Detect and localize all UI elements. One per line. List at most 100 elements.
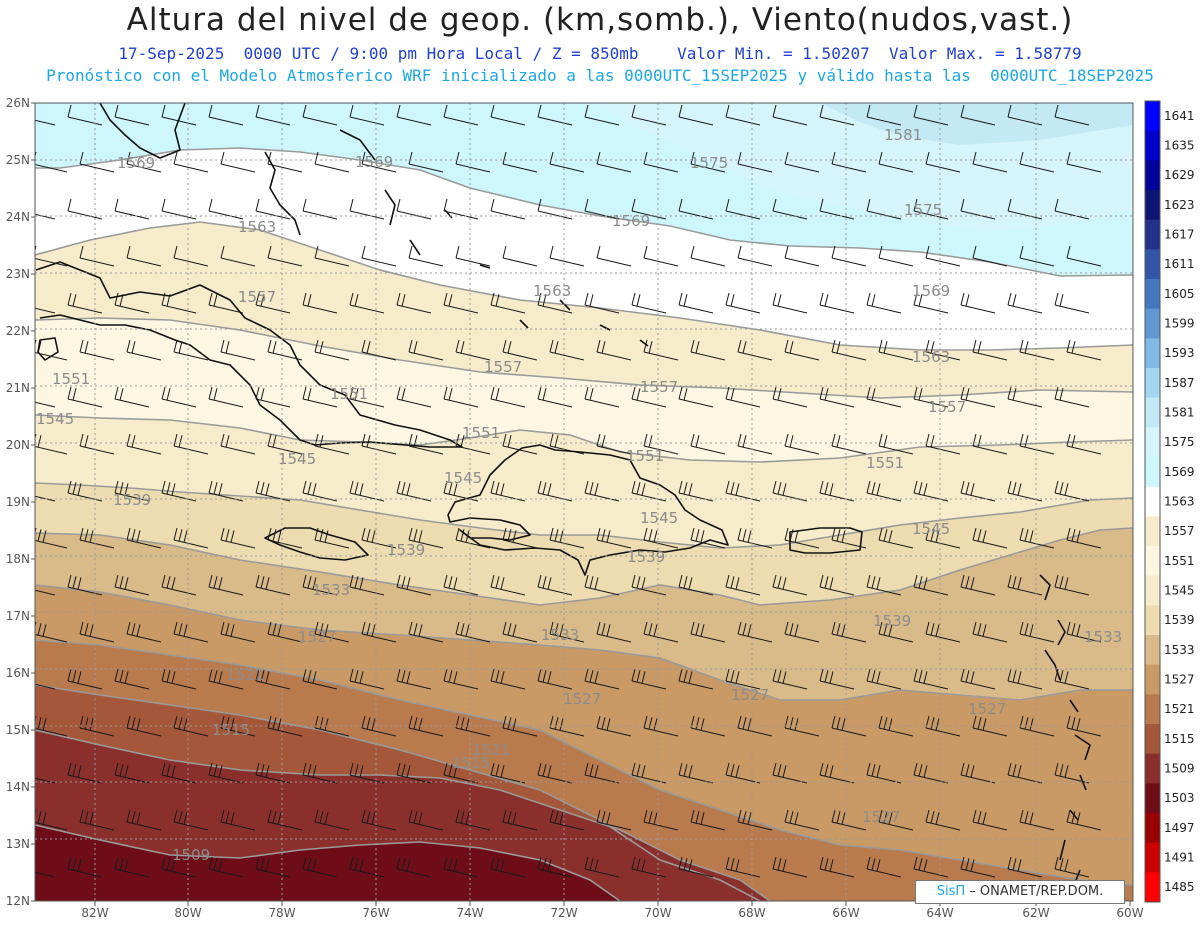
coastlines [35,103,1091,881]
wind-barb [690,433,726,455]
wind-barb [831,527,867,549]
wind-barb [255,574,291,596]
wind-barb [643,809,679,831]
wind-barb [1066,339,1102,361]
wind-barb [584,574,620,596]
wind-barb [208,198,244,220]
contour-label: 1539 [387,541,425,559]
wind-barb [1066,715,1102,737]
contour-label: 1551 [626,447,664,465]
wind-barb [267,621,303,643]
contour-line-1509 [35,824,621,901]
lesser-antilles-coastline [1039,574,1091,881]
wind-barb [725,386,761,408]
wind-barb [690,527,726,549]
wind-barb [549,809,585,831]
wind-barb [455,809,491,831]
wind-barb [220,809,256,831]
wind-barb [255,668,291,690]
wind-barb [314,809,350,831]
wind-barb [631,668,667,690]
wind-barb [831,809,867,831]
wind-barb [784,527,820,549]
contour-label: 1527 [298,628,336,646]
wind-barb [455,621,491,643]
wind-barb [678,574,714,596]
wind-barb [361,151,397,173]
wind-barb [267,527,303,549]
wind-barb [220,151,256,173]
wind-barb [772,668,808,690]
wind-barb [396,386,432,408]
colorbar-swatch [1145,872,1160,903]
wind-barb [772,386,808,408]
wind-barb [208,480,244,502]
wind-barb [584,762,620,784]
wind-barb [537,668,573,690]
wind-barb [678,104,714,126]
wind-barb [537,198,573,220]
lat-label: 20N [6,438,30,452]
wind-barb [220,621,256,643]
wind-barb [596,809,632,831]
wind-barb [549,245,585,267]
wind-barb [678,386,714,408]
wind-barb [114,480,150,502]
colorbar-swatch [1145,427,1160,458]
wind-barb [79,339,115,361]
contour-label: 1515 [452,754,490,772]
wind-barb [772,198,808,220]
wind-barb [67,574,103,596]
wind-barb [361,433,397,455]
wind-barb [725,480,761,502]
jamaica-coastline [264,527,369,561]
wind-barb [1007,292,1043,314]
colorbar-swatch [1145,308,1160,339]
wind-barb [1054,480,1090,502]
contour-label: 1533 [1084,628,1122,646]
florida-coastline [99,103,186,159]
contour-label: 1551 [330,385,368,403]
contour-label: 1551 [52,370,90,388]
contour-line-1527 [35,639,1133,886]
wind-barb [1054,198,1090,220]
contour-label: 1539 [873,612,911,630]
wind-barb [126,245,162,267]
wind-barb [490,762,526,784]
wind-barb [819,386,855,408]
lon-label: 80W [174,906,201,920]
colorbar-swatch [1145,368,1160,399]
wind-barb [631,856,667,878]
wind-barb [314,527,350,549]
wind-barb [173,527,209,549]
lat-label: 18N [6,552,30,566]
contour-label: 1539 [113,491,151,509]
wind-barb [737,527,773,549]
wind-barb [725,104,761,126]
wind-barb [878,621,914,643]
wind-barb [1054,668,1090,690]
wind-barb [443,574,479,596]
wind-barb [314,151,350,173]
wind-barb [1019,809,1055,831]
wind-barb [725,574,761,596]
wind-barb [208,856,244,878]
lat-label: 24N [6,210,30,224]
contour-line-1557 [35,317,1133,399]
colorbar-label: 1551 [1164,554,1195,568]
colorbar: 1641 1635 1629 1623 1617 1611 1605 1599 1593 1587… [1144,100,1195,903]
wind-barb [79,245,115,267]
wind-barb [678,198,714,220]
wind-barb [690,245,726,267]
wind-barb [267,151,303,173]
wind-barb [878,151,914,173]
colorbar-swatch [1145,160,1160,191]
wind-barb [584,104,620,126]
wind-barb [772,762,808,784]
wind-barb [490,292,526,314]
colorbar-label: 1545 [1164,584,1195,598]
wind-barb [67,762,103,784]
wind-barb [396,762,432,784]
colorbar-label: 1563 [1164,495,1195,509]
wind-barb [361,715,397,737]
